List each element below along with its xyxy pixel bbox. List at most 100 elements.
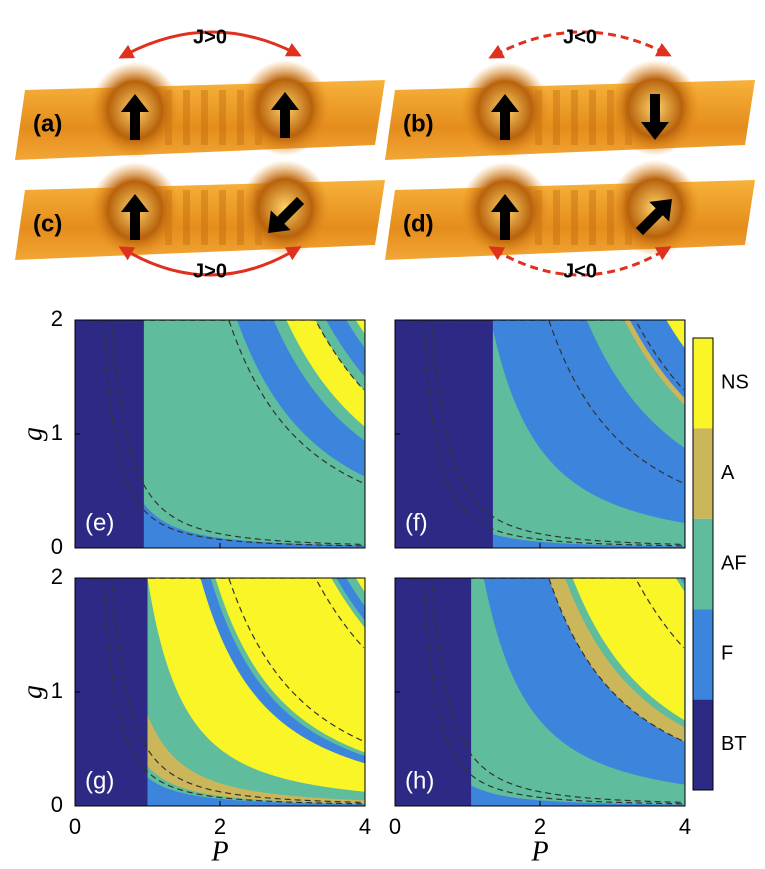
panel-label: (f) <box>405 509 428 536</box>
y-tick-label: 1 <box>51 420 63 445</box>
phase-map <box>395 578 685 806</box>
phase-region <box>143 320 365 377</box>
phase-region <box>143 503 365 548</box>
y-tick-label: 2 <box>51 306 63 331</box>
colorbar-label: BT <box>721 733 747 755</box>
threshold-curve <box>89 578 364 804</box>
ripple <box>237 90 244 145</box>
phase-region <box>143 320 365 427</box>
coupling-label: J<0 <box>563 26 597 48</box>
y-tick-label: 2 <box>51 564 63 589</box>
spin-arrow <box>268 196 305 233</box>
spin-diagrams: (a) J>0 (b) J<0 (c) J>0 (d) J<0 <box>15 26 755 282</box>
ripple <box>183 90 190 145</box>
spin-arrow <box>271 92 299 138</box>
x-tick-label: 0 <box>69 814 81 839</box>
phase-region <box>147 777 365 806</box>
x-axis-label: P <box>530 836 548 867</box>
spin-panel: (d) J<0 <box>385 160 755 282</box>
ripple <box>589 190 596 245</box>
surface <box>385 80 755 160</box>
ripple <box>571 190 578 245</box>
peak <box>610 160 700 256</box>
phase-map <box>75 320 365 548</box>
phase-region <box>492 320 685 448</box>
ripple <box>201 90 208 145</box>
panel-label: (h) <box>405 767 434 794</box>
colorbar-segment <box>693 518 713 610</box>
phase-region <box>143 320 365 477</box>
ripple <box>219 90 226 145</box>
ripple <box>571 90 578 145</box>
colorbar-segment <box>693 338 713 429</box>
colorbar-segment <box>693 609 713 700</box>
ripple <box>589 90 596 145</box>
coupling-arrow <box>118 30 302 59</box>
spin-arrow <box>491 194 519 240</box>
threshold-curve <box>409 320 684 391</box>
threshold-curve <box>89 320 364 547</box>
phase-region <box>75 320 144 548</box>
threshold-curve <box>89 320 364 484</box>
surface <box>15 80 385 160</box>
panel-label: (a) <box>33 110 62 137</box>
ripple <box>219 190 226 245</box>
x-tick-label: 2 <box>214 814 226 839</box>
panel-label: (g) <box>85 767 114 794</box>
spin-panel: (c) J>0 <box>15 160 385 282</box>
x-tick-label: 2 <box>534 814 546 839</box>
y-axis-label: g <box>17 427 48 441</box>
surface <box>385 180 755 260</box>
y-tick-label: 1 <box>51 678 63 703</box>
phase-region <box>492 329 685 547</box>
colorbar-label: F <box>721 643 733 665</box>
ripple <box>553 90 560 145</box>
spin-panel: (b) J<0 <box>385 26 755 160</box>
ripple <box>237 190 244 245</box>
threshold-curve <box>409 578 684 742</box>
phase-region <box>471 785 685 806</box>
threshold-curve <box>89 578 364 805</box>
spin-arrow <box>491 94 519 140</box>
spin-arrow <box>121 194 149 240</box>
ripple <box>607 90 614 145</box>
x-tick-label: 4 <box>359 814 371 839</box>
colorbar-label: AF <box>721 552 747 574</box>
threshold-curve <box>409 320 684 484</box>
threshold-curve <box>89 578 364 742</box>
threshold-curve <box>409 320 684 546</box>
surface <box>15 180 385 260</box>
y-tick-label: 0 <box>51 792 63 817</box>
panel-label: (d) <box>403 210 434 237</box>
coupling-arrow <box>488 246 672 277</box>
phase-region <box>471 578 685 785</box>
phase-region <box>395 578 472 806</box>
ripple <box>201 190 208 245</box>
spin-arrow <box>121 94 149 140</box>
phase-map <box>75 578 365 806</box>
ripple <box>553 190 560 245</box>
threshold-curve <box>89 320 364 391</box>
x-axis-label: P <box>210 836 228 867</box>
phase-region <box>147 714 365 804</box>
colorbar-segment <box>693 699 713 790</box>
phase-map <box>395 320 685 548</box>
ripple <box>607 190 614 245</box>
threshold-curve <box>409 578 684 649</box>
coupling-label: J>0 <box>193 26 227 48</box>
colorbar-segment <box>693 428 713 519</box>
phase-region <box>147 578 365 792</box>
peak <box>240 160 330 256</box>
colorbar-label: NS <box>721 371 749 393</box>
phase-region <box>75 578 148 806</box>
colorbar-label: A <box>721 462 735 484</box>
spin-arrow <box>641 94 669 140</box>
x-tick-label: 4 <box>679 814 691 839</box>
phase-region <box>147 578 365 621</box>
threshold-curve <box>409 578 684 804</box>
spin-panel: (a) J>0 <box>15 26 385 160</box>
coupling-label: J<0 <box>563 260 597 282</box>
phase-region <box>471 578 685 721</box>
